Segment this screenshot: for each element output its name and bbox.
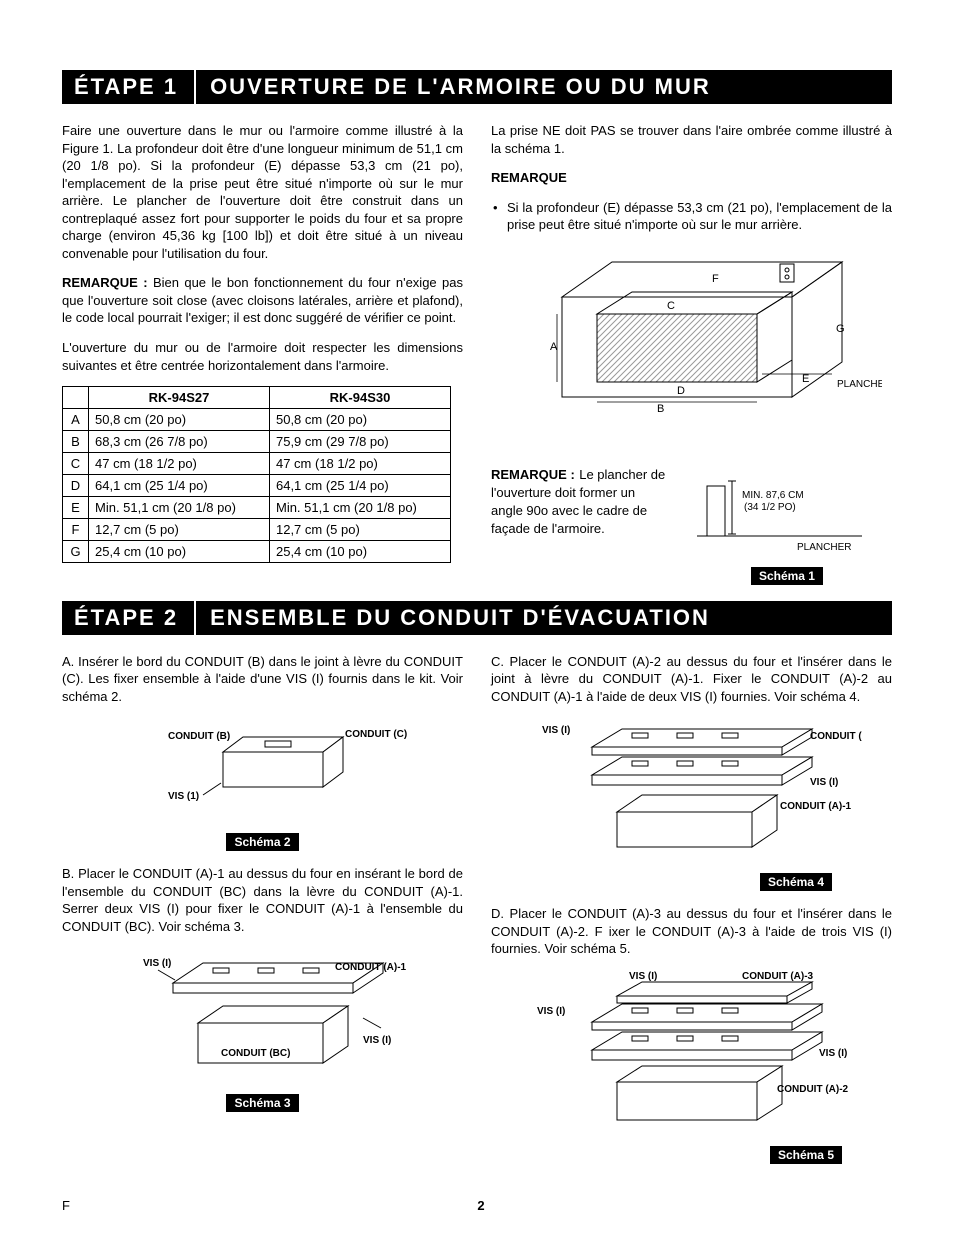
C-2: 47 cm (18 1/2 po) [269,453,450,475]
s5-conduit-a3: CONDUIT (A)-3 [742,971,814,982]
A-1: 50,8 cm (20 po) [89,409,270,431]
s3-vis-1: VIS (I) [143,958,171,969]
schema4-svg: VIS (I) CONDUIT (A)-2 VIS (I) CONDUIT (A… [522,717,862,867]
etape1-title: OUVERTURE DE L'ARMOIRE OU DU MUR [196,74,711,100]
etape2-number: ÉTAPE 2 [62,601,196,635]
row-E: E [63,497,89,519]
row-B: B [63,431,89,453]
schema5-svg: VIS (I) CONDUIT (A)-3 VIS (I) VIS (I) CO… [517,970,867,1140]
diag-note-label: REMARQUE : [491,467,575,482]
footer-left: F [62,1198,70,1213]
etape2-D: D. Placer le CONDUIT (A)-3 au dessus du … [491,905,892,958]
etape1-right-para: La prise NE doit PAS se trouver dans l'a… [491,122,892,157]
schema3-svg: VIS (I) CONDUIT (A)-1 CONDUIT (BC) VIS (… [103,948,423,1088]
label-G: G [836,323,845,335]
s4-conduit-a1: CONDUIT (A)-1 [780,801,852,812]
B-1: 68,3 cm (26 7/8 po) [89,431,270,453]
schema3-diagram: VIS (I) CONDUIT (A)-1 CONDUIT (BC) VIS (… [62,948,463,1112]
D-2: 64,1 cm (25 1/4 po) [269,475,450,497]
min-label-1: MIN. 87,6 CM [742,490,804,501]
s3-conduit-bc: CONDUIT (BC) [221,1048,290,1059]
s5-vis-top: VIS (I) [629,971,657,982]
E-1: Min. 51,1 cm (20 1/8 po) [89,497,270,519]
s2-conduit-b: CONDUIT (B) [168,731,230,742]
etape2-title: ENSEMBLE DU CONDUIT D'ÉVACUATION [196,605,710,631]
s4-conduit-a2: CONDUIT (A)-2 [810,731,862,742]
D-1: 64,1 cm (25 1/4 po) [89,475,270,497]
etape2-B: B. Placer le CONDUIT (A)-1 au dessus du … [62,865,463,935]
plancher-label-2: PLANCHER [797,542,851,553]
remarque2-bullet: Si la profondeur (E) dépasse 53,3 cm (21… [491,199,892,234]
th-blank [63,387,89,409]
row-D: D [63,475,89,497]
etape2-columns: A. Insérer le bord du CONDUIT (B) dans l… [62,653,892,1178]
th-model2: RK-94S30 [269,387,450,409]
th-model1: RK-94S27 [89,387,270,409]
C-1: 47 cm (18 1/2 po) [89,453,270,475]
s5-vis-left: VIS (I) [537,1006,565,1017]
label-D: D [677,385,685,397]
s3-conduit-a1: CONDUIT (A)-1 [335,962,407,973]
etape1-left-col: Faire une ouverture dans le mur ou l'arm… [62,122,463,585]
B-2: 75,9 cm (29 7/8 po) [269,431,450,453]
page-footer: F 2 [62,1198,892,1213]
schema1-svg: A B C D E F G PLANCHER [502,242,882,452]
s3-vis-2: VIS (I) [363,1035,391,1046]
label-B: B [657,403,664,415]
s2-vis: VIS (1) [168,791,199,802]
etape1-header: ÉTAPE 1 OUVERTURE DE L'ARMOIRE OU DU MUR [62,70,892,104]
label-F: F [712,273,719,285]
row-A: A [63,409,89,431]
label-C: C [667,300,675,312]
G-2: 25,4 cm (10 po) [269,541,450,563]
etape2-right-col: C. Placer le CONDUIT (A)-2 au dessus du … [491,653,892,1178]
schema2-svg: CONDUIT (B) CONDUIT (C) VIS (1) [113,717,413,827]
etape1-remarque: REMARQUE : Bien que le bon fonctionnemen… [62,274,463,327]
schema4-badge: Schéma 4 [760,873,832,891]
etape1-columns: Faire une ouverture dans le mur ou l'arm… [62,122,892,585]
schema1-badge: Schéma 1 [751,567,823,585]
A-2: 50,8 cm (20 po) [269,409,450,431]
etape1-para1: Faire une ouverture dans le mur ou l'arm… [62,122,463,262]
s5-vis-right: VIS (I) [819,1048,847,1059]
remarque-label: REMARQUE : [62,275,148,290]
remarque2-list: Si la profondeur (E) dépasse 53,3 cm (21… [491,199,892,234]
remarque2-label: REMARQUE [491,169,892,187]
schema3-badge: Schéma 3 [226,1094,298,1112]
F-1: 12,7 cm (5 po) [89,519,270,541]
schema2-badge: Schéma 2 [226,833,298,851]
schema5-diagram: VIS (I) CONDUIT (A)-3 VIS (I) VIS (I) CO… [491,970,892,1164]
G-1: 25,4 cm (10 po) [89,541,270,563]
s4-vis-2: VIS (I) [810,777,838,788]
schema2-diagram: CONDUIT (B) CONDUIT (C) VIS (1) Schéma 2 [62,717,463,851]
E-2: Min. 51,1 cm (20 1/8 po) [269,497,450,519]
etape2-C: C. Placer le CONDUIT (A)-2 au dessus du … [491,653,892,706]
schema1-badge-wrap: Schéma 1 [682,567,892,585]
s5-conduit-a2: CONDUIT (A)-2 [777,1084,849,1095]
schema1-side-diagram: MIN. 87,6 CM (34 1/2 PO) PLANCHER Schéma… [682,466,892,585]
etape1-right-col: La prise NE doit PAS se trouver dans l'a… [491,122,892,585]
schema1-note-wrap: REMARQUE : Le plancher de l'ouverture do… [491,466,670,538]
schema1-diagram: A B C D E F G PLANCHER [491,242,892,452]
row-C: C [63,453,89,475]
s2-conduit-c: CONDUIT (C) [345,729,407,740]
etape2-left-col: A. Insérer le bord du CONDUIT (B) dans l… [62,653,463,1178]
s4-vis-1: VIS (I) [542,725,570,736]
schema5-badge: Schéma 5 [770,1146,842,1164]
schema1-side-svg: MIN. 87,6 CM (34 1/2 PO) PLANCHER [682,466,872,556]
min-label-2: (34 1/2 PO) [744,502,796,513]
row-G: G [63,541,89,563]
footer-center: 2 [477,1198,484,1213]
schema4-diagram: VIS (I) CONDUIT (A)-2 VIS (I) CONDUIT (A… [491,717,892,891]
label-E: E [802,373,809,385]
row-F: F [63,519,89,541]
dimensions-table: RK-94S27 RK-94S30 A50,8 cm (20 po)50,8 c… [62,386,451,563]
plancher-label-1: PLANCHER [837,379,882,390]
etape2-header: ÉTAPE 2 ENSEMBLE DU CONDUIT D'ÉVACUATION [62,601,892,635]
schema1-lower: REMARQUE : Le plancher de l'ouverture do… [491,466,892,585]
etape2-A: A. Insérer le bord du CONDUIT (B) dans l… [62,653,463,706]
etape1-number: ÉTAPE 1 [62,70,196,104]
F-2: 12,7 cm (5 po) [269,519,450,541]
etape1-para2: L'ouverture du mur ou de l'armoire doit … [62,339,463,374]
